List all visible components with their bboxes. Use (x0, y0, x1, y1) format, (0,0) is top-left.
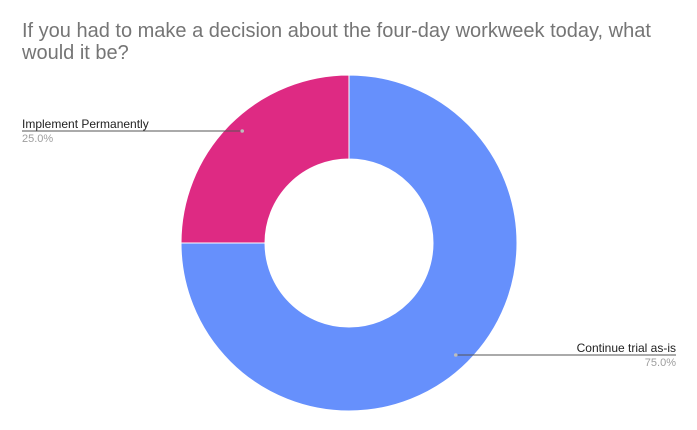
slice-continue-trial-as-is (180, 74, 518, 412)
donut-slices (180, 74, 518, 412)
leader-dot (240, 129, 245, 133)
slice-percent-label: 75.0% (645, 357, 676, 369)
slice-labels: Implement Permanently 25.0% Continue trial… (22, 117, 676, 369)
slice-label: Implement Permanently (22, 117, 149, 131)
leader-dot (453, 353, 458, 357)
slice-implement-permanently (180, 74, 350, 244)
slice-label: Continue trial as-is (577, 341, 676, 355)
slice-percent-label: 25.0% (22, 133, 53, 145)
chart-title: If you had to make a decision about the … (22, 20, 651, 64)
